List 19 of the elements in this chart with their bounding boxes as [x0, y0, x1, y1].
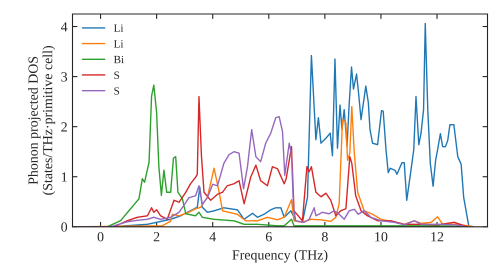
x-tick-label: 12 — [431, 232, 444, 242]
x-axis-title: Frequency (THz) — [232, 250, 328, 262]
y-tick-label: 1 — [62, 172, 67, 182]
legend-label: S — [114, 72, 120, 79]
y-tick-label: 0 — [61, 222, 68, 232]
x-tick-label: 0 — [98, 232, 104, 242]
x-tick-label: 2 — [154, 232, 160, 242]
y-tick-label: 3 — [61, 72, 68, 82]
y-tick-label: 4 — [60, 22, 68, 32]
legend-label: Bi — [114, 56, 124, 64]
legend-label: Li — [114, 40, 124, 48]
y-axis-title: Phonon projected DOS (States/THz·primitive cell) — [28, 46, 56, 195]
legend-label: S — [114, 87, 120, 95]
legend-label: Li — [114, 24, 124, 32]
x-tick-label: 6 — [266, 232, 272, 242]
x-tick-label: 4 — [210, 232, 216, 242]
x-tick-label: 10 — [375, 232, 388, 242]
x-tick-label: 8 — [322, 232, 328, 242]
y-tick-label: 2 — [61, 122, 67, 132]
